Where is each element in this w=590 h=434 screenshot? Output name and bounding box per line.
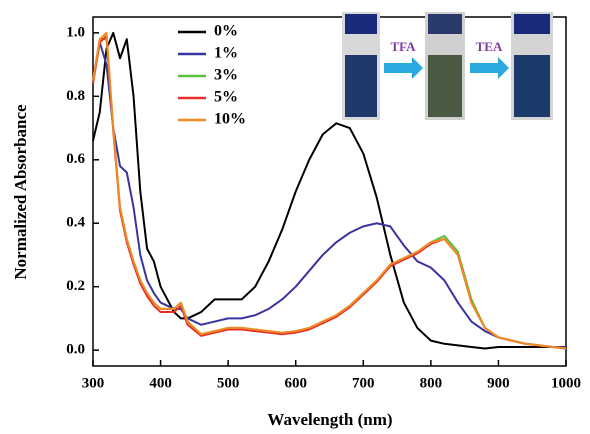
series-line: [92, 31, 566, 350]
y-tick-label: 0.4: [66, 215, 85, 231]
inset: TFA TEA: [342, 12, 553, 120]
legend-label: 1%: [214, 45, 238, 62]
y-tick-label: 0.0: [66, 342, 85, 358]
x-tick-label: 700: [352, 375, 375, 391]
x-tick-label: 1000: [551, 375, 581, 391]
vial-liquid: [345, 55, 377, 117]
series-line: [92, 38, 567, 350]
vial-cap: [345, 14, 377, 34]
x-tick-label: 500: [217, 375, 240, 391]
series-line: [92, 41, 566, 348]
vial-liquid: [428, 55, 462, 117]
x-tick-label: 600: [284, 375, 307, 391]
y-tick-label: 1.0: [66, 24, 85, 40]
plot-frame: [92, 16, 567, 367]
series-line: [92, 35, 567, 350]
x-tick-label: 300: [82, 375, 105, 391]
y-tick-label: 0.6: [66, 151, 85, 167]
inset-label: TEA: [476, 39, 503, 54]
vial-liquid: [514, 55, 550, 117]
vial-cap: [514, 14, 550, 34]
legend-label: 0%: [214, 23, 238, 40]
y-axis-title: Normalized Absorbance: [11, 104, 30, 280]
y-tick-label: 0.2: [66, 278, 85, 294]
x-tick-label: 800: [420, 375, 443, 391]
legend-label: 10%: [214, 111, 246, 128]
x-tick-label: 900: [487, 375, 510, 391]
legend-label: 3%: [214, 67, 238, 84]
series-line: [92, 31, 567, 350]
x-axis-title: Wavelength (nm): [267, 410, 392, 429]
vial-cap: [428, 14, 462, 34]
y-tick-label: 0.8: [66, 88, 85, 104]
inset-label: TFA: [390, 39, 416, 54]
arrow: [470, 57, 509, 79]
x-tick-label: 400: [149, 375, 172, 391]
arrow: [384, 57, 423, 79]
legend-label: 5%: [214, 89, 238, 106]
